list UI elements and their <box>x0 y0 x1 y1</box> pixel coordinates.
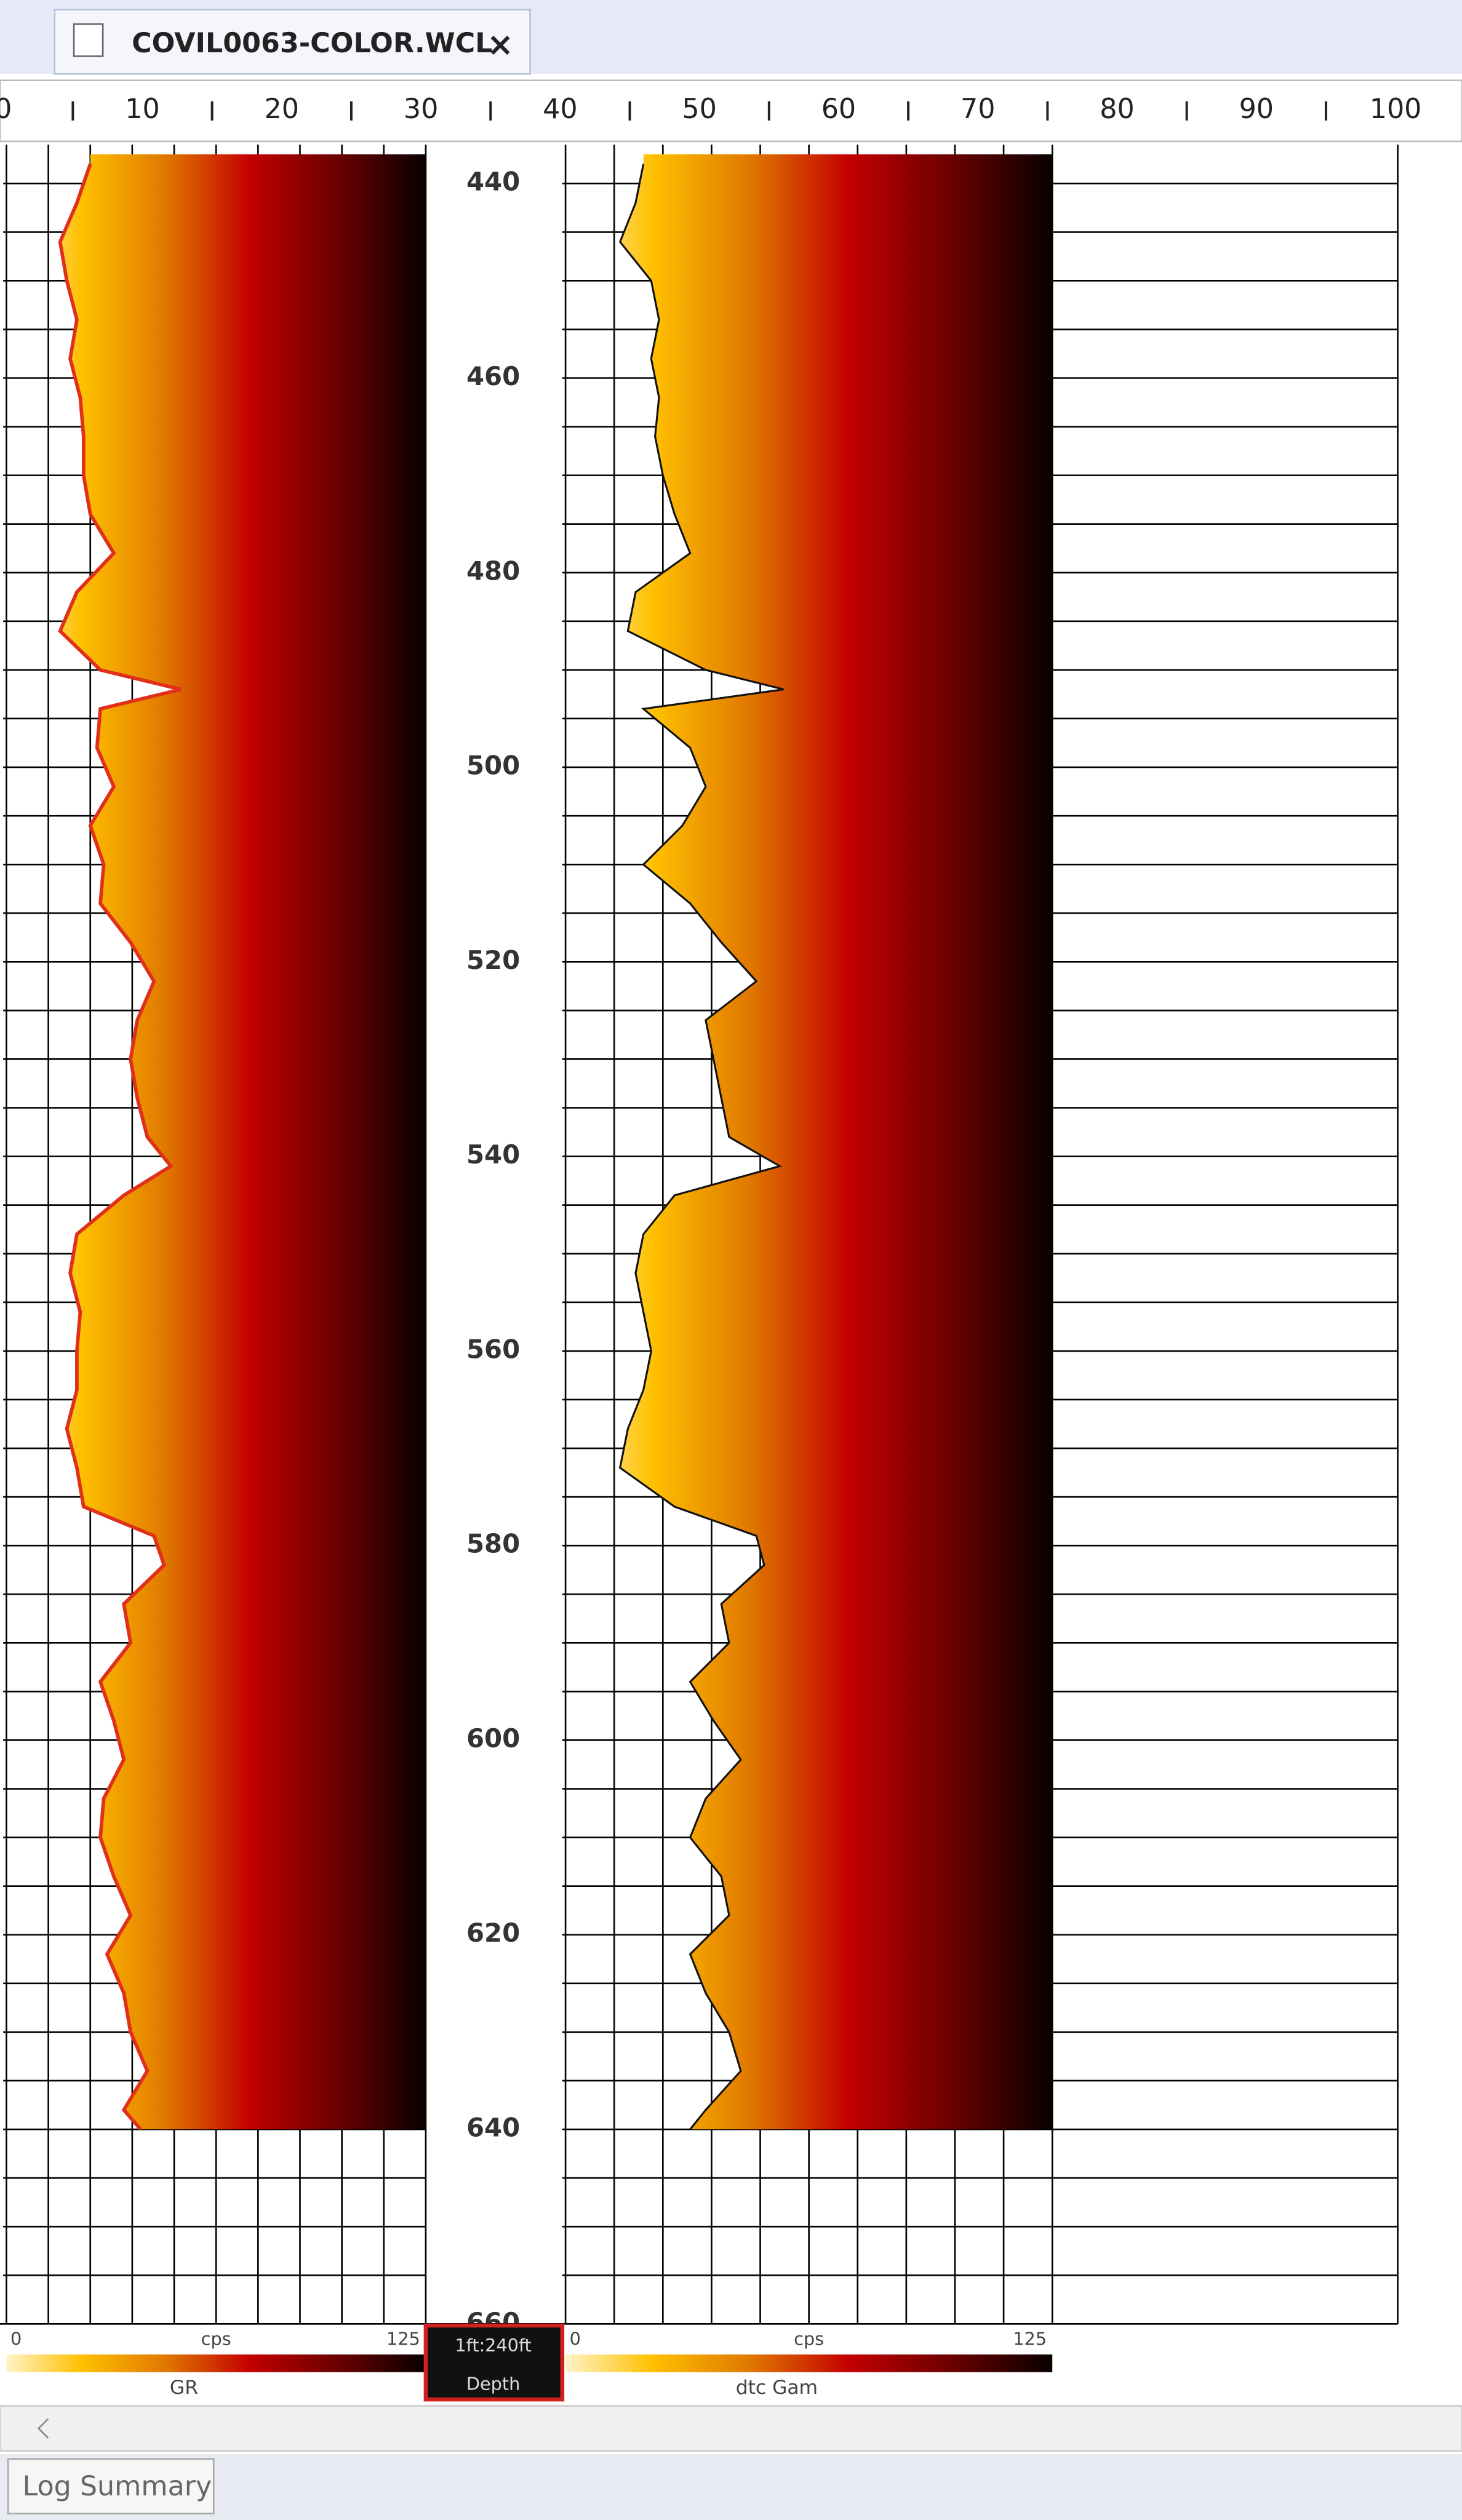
curve-fill <box>60 154 426 2130</box>
tab[interactable] <box>54 9 531 75</box>
bottom-tab-label: Log Summary <box>23 2471 212 2502</box>
ruler-label: 40 <box>543 94 577 125</box>
curve-name: dtc Gam <box>736 2377 818 2399</box>
scale-bar <box>565 2354 1053 2372</box>
ruler-label: 90 <box>1239 94 1274 125</box>
depth-track <box>427 145 559 2324</box>
ruler <box>0 79 1462 143</box>
ruler-label: 20 <box>265 94 299 125</box>
ruler-label: 70 <box>961 94 995 125</box>
scale-min: 0 <box>570 2328 581 2349</box>
depth-box <box>423 2323 565 2402</box>
depth-label: 580 <box>466 1529 520 1559</box>
depth-label: 540 <box>466 1139 520 1170</box>
ruler-label: 50 <box>682 94 716 125</box>
scroll-left[interactable] <box>37 2418 49 2439</box>
depth-label: 500 <box>466 751 520 781</box>
scale-max: 125 <box>386 2328 420 2349</box>
scrollbar[interactable] <box>0 2405 1462 2452</box>
ruler-label: 80 <box>1100 94 1134 125</box>
depth-title: Depth <box>466 2374 520 2394</box>
depth-label: 520 <box>466 945 520 975</box>
scale-unit: cps <box>794 2328 824 2349</box>
depth-label: 600 <box>466 1723 520 1753</box>
ruler-label: 60 <box>821 94 856 125</box>
scale-max: 125 <box>1013 2328 1047 2349</box>
ruler-label: 100 <box>1370 94 1422 125</box>
depth-label: 440 <box>466 167 520 197</box>
depth-label: 560 <box>466 1334 520 1364</box>
bottom-tab[interactable] <box>7 2458 215 2514</box>
depth-scale: 1ft:240ft <box>455 2335 531 2356</box>
depth-label: 460 <box>466 361 520 391</box>
scale-bar <box>6 2354 426 2372</box>
curve-line <box>618 164 784 2131</box>
file-icon <box>73 23 104 57</box>
depth-label: 480 <box>466 556 520 586</box>
ruler-label: 30 <box>404 94 438 125</box>
ruler-label: 0 <box>0 94 12 125</box>
scale-unit: cps <box>201 2328 231 2349</box>
ruler-label: 10 <box>125 94 159 125</box>
curve-name: GR <box>170 2377 198 2399</box>
curve-line <box>58 163 182 2131</box>
depth-label: 640 <box>466 2113 520 2143</box>
scale-min: 0 <box>10 2328 22 2349</box>
bottom-tab-bar <box>0 2454 1462 2520</box>
tab-title: COVIL0063-COLOR.WCL <box>132 28 492 59</box>
depth-label: 620 <box>466 1918 520 1948</box>
tab-close[interactable]: × <box>487 26 514 63</box>
